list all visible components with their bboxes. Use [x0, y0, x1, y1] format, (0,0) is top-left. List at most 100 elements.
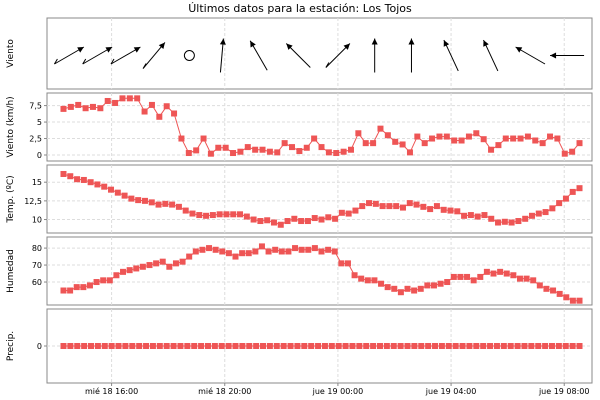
- humidity-point: [93, 279, 100, 286]
- wind-speed-point: [406, 149, 413, 156]
- wind-speed-point: [193, 147, 200, 154]
- wind-speed-point: [333, 150, 340, 157]
- wind-speed-point: [75, 101, 82, 108]
- wind-arrow-2: [110, 46, 141, 65]
- humidity-point: [258, 243, 265, 250]
- temperature-point: [67, 173, 74, 180]
- humidity-ytick-label-0: 60: [32, 278, 42, 287]
- humidity-point: [305, 246, 312, 253]
- wind-arrow-7: [285, 43, 311, 68]
- wind-speed-point: [502, 135, 509, 142]
- humidity-point: [100, 277, 107, 284]
- humidity-point: [563, 294, 570, 301]
- precipitation-point: [94, 343, 101, 349]
- wind-speed-point: [207, 150, 214, 157]
- precipitation-point: [342, 343, 349, 349]
- x-tick-label-0: mié 18 16:00: [85, 386, 138, 396]
- temperature-point: [277, 221, 284, 228]
- temperature-point: [332, 215, 339, 222]
- temperature-ylabel: Temp. (ºC): [6, 175, 16, 223]
- temperature-point: [515, 218, 522, 225]
- humidity-point: [298, 246, 305, 253]
- precipitation-point: [480, 343, 487, 349]
- temperature-point: [223, 211, 230, 218]
- wind-speed-point: [473, 130, 480, 137]
- precipitation-point: [136, 343, 143, 349]
- wind-speed-point: [532, 137, 539, 144]
- humidity-point: [153, 260, 160, 267]
- temperature-point: [216, 211, 223, 218]
- wind-speed-point: [230, 150, 237, 157]
- humidity-point: [192, 248, 199, 255]
- precipitation-point: [507, 343, 514, 349]
- wind-speed-point: [200, 135, 207, 142]
- humidity-point: [232, 253, 239, 260]
- wind-speed-point: [554, 135, 561, 142]
- precipitation-ytick-label-0: 0: [37, 342, 42, 351]
- temperature-point: [135, 197, 142, 204]
- precipitation-point: [301, 343, 308, 349]
- temperature-point: [74, 176, 81, 183]
- precipitation-point: [191, 343, 198, 349]
- wind-speed-point: [281, 140, 288, 147]
- precipitation-point: [321, 343, 328, 349]
- wind-speed-point: [465, 133, 472, 140]
- wind-speed-point: [421, 140, 428, 147]
- precipitation-point: [184, 343, 191, 349]
- humidity-point: [331, 248, 338, 255]
- humidity-point: [404, 285, 411, 292]
- temperature-point: [270, 219, 277, 226]
- wind-speed-point: [488, 146, 495, 153]
- wind-speed-point: [119, 95, 126, 102]
- precipitation-point: [101, 343, 108, 349]
- precipitation-point: [438, 343, 445, 349]
- humidity-point: [457, 273, 464, 280]
- precipitation-point: [253, 343, 260, 349]
- wind-speed-point: [436, 133, 443, 140]
- wind-speed-point: [82, 105, 89, 112]
- precipitation-point: [528, 343, 535, 349]
- temperature-point: [440, 206, 447, 213]
- precipitation-point: [383, 343, 390, 349]
- humidity-point: [179, 258, 186, 265]
- precipitation-point: [390, 343, 397, 349]
- x-tick-label-1: mié 18 20:00: [198, 386, 251, 396]
- wind-speed-ytick-label-1: 2,5: [29, 135, 42, 144]
- precipitation-point: [425, 343, 432, 349]
- temperature-point: [325, 214, 332, 221]
- humidity-point: [503, 270, 510, 277]
- wind-speed-point: [443, 133, 450, 140]
- temperature-point: [569, 188, 576, 195]
- humidity-point: [569, 297, 576, 304]
- precipitation-point: [397, 343, 404, 349]
- wind-speed-point: [458, 137, 465, 144]
- wind-speed-point: [126, 95, 133, 102]
- humidity-point: [86, 282, 93, 289]
- humidity-point: [430, 282, 437, 289]
- temperature-point: [175, 203, 182, 210]
- temperature-point: [114, 189, 121, 196]
- precipitation-point: [473, 343, 480, 349]
- humidity-point: [265, 248, 272, 255]
- humidity-point: [60, 287, 67, 294]
- precipitation-point: [542, 343, 549, 349]
- humidity-point: [199, 246, 206, 253]
- wind-speed-point: [156, 113, 163, 120]
- humidity-point: [318, 248, 325, 255]
- precipitation-point: [349, 343, 356, 349]
- wind-speed-point: [576, 140, 583, 147]
- precipitation-point: [418, 343, 425, 349]
- precipitation-point: [232, 343, 239, 349]
- wind-speed-point: [252, 146, 259, 153]
- wind-speed-point: [480, 136, 487, 143]
- humidity-point: [351, 272, 358, 279]
- temperature-point: [474, 213, 481, 220]
- temperature-point: [243, 213, 250, 220]
- x-tick-label-2: jue 19 00:00: [312, 387, 364, 396]
- precipitation-point: [198, 343, 205, 349]
- precipitation-point: [445, 343, 452, 349]
- temperature-point: [542, 209, 549, 216]
- precipitation-point: [569, 343, 576, 349]
- humidity-point: [470, 277, 477, 284]
- humidity-point: [543, 285, 550, 292]
